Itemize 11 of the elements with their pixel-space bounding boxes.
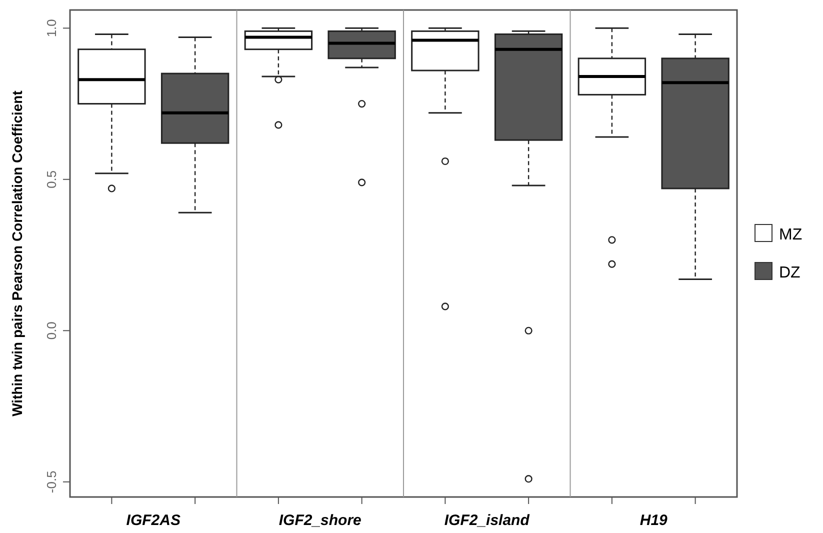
x-tick-label: IGF2_shore (278, 512, 362, 529)
y-tick-label: -0.5 (44, 470, 59, 494)
y-tick-label: 0.5 (44, 170, 59, 188)
y-tick-label: 1.0 (44, 19, 59, 38)
legend-label: DZ (779, 264, 801, 282)
y-axis-title: Within twin pairs Pearson Correlation Coefficient (9, 90, 25, 416)
x-tick-label: IGF2_island (444, 512, 530, 529)
y-tick-label: 0.0 (44, 322, 59, 340)
x-tick-label: IGF2AS (126, 512, 180, 529)
text: MZ (779, 226, 802, 244)
x-tick-label: H19 (640, 512, 668, 529)
